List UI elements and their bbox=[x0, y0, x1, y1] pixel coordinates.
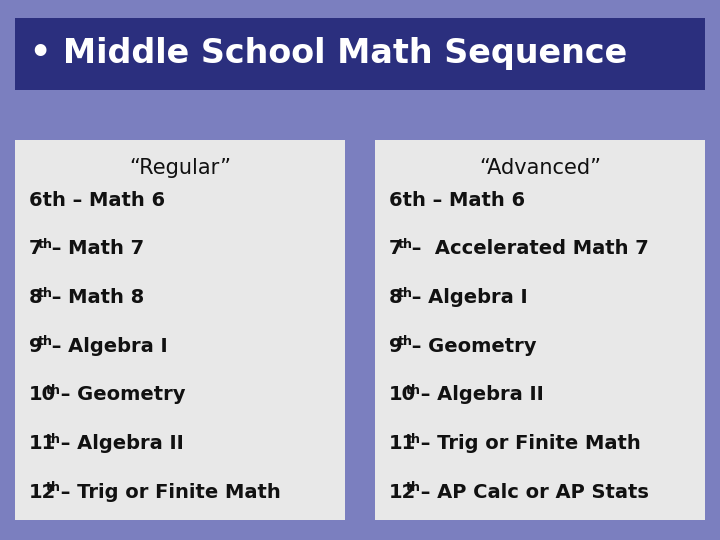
Text: – Trig or Finite Math: – Trig or Finite Math bbox=[53, 483, 280, 502]
Text: – Algebra II: – Algebra II bbox=[413, 385, 544, 404]
Text: 11: 11 bbox=[29, 434, 56, 453]
Text: th: th bbox=[37, 238, 53, 251]
Bar bbox=[375, 140, 705, 520]
Text: th: th bbox=[406, 384, 420, 397]
Text: – Algebra I: – Algebra I bbox=[405, 288, 528, 307]
Text: – Geometry: – Geometry bbox=[405, 336, 536, 355]
Text: th: th bbox=[46, 481, 60, 494]
Text: – Math 8: – Math 8 bbox=[45, 288, 145, 307]
Text: 10: 10 bbox=[389, 385, 416, 404]
Text: 6th – Math 6: 6th – Math 6 bbox=[389, 191, 525, 210]
Text: th: th bbox=[46, 433, 60, 446]
Text: th: th bbox=[37, 335, 53, 348]
Text: th: th bbox=[397, 287, 413, 300]
Text: 8: 8 bbox=[389, 288, 402, 307]
Text: – Algebra II: – Algebra II bbox=[53, 434, 184, 453]
Bar bbox=[15, 18, 705, 90]
Text: – Algebra I: – Algebra I bbox=[45, 336, 168, 355]
Text: th: th bbox=[397, 238, 413, 251]
Text: 12: 12 bbox=[389, 483, 416, 502]
Text: – AP Calc or AP Stats: – AP Calc or AP Stats bbox=[413, 483, 649, 502]
Text: • Middle School Math Sequence: • Middle School Math Sequence bbox=[30, 37, 627, 71]
Text: 6th – Math 6: 6th – Math 6 bbox=[29, 191, 165, 210]
Text: th: th bbox=[406, 481, 420, 494]
Text: 12: 12 bbox=[29, 483, 56, 502]
Text: 10: 10 bbox=[29, 385, 56, 404]
Text: – Geometry: – Geometry bbox=[53, 385, 185, 404]
Text: th: th bbox=[406, 433, 420, 446]
Text: “Regular”: “Regular” bbox=[129, 158, 231, 178]
Text: 11: 11 bbox=[389, 434, 416, 453]
Text: 8: 8 bbox=[29, 288, 42, 307]
Text: –  Accelerated Math 7: – Accelerated Math 7 bbox=[405, 239, 649, 258]
Text: th: th bbox=[37, 287, 53, 300]
Text: “Advanced”: “Advanced” bbox=[479, 158, 601, 178]
Text: th: th bbox=[46, 384, 60, 397]
Text: 9: 9 bbox=[29, 336, 42, 355]
Text: th: th bbox=[397, 335, 413, 348]
Text: 9: 9 bbox=[389, 336, 402, 355]
Text: 7: 7 bbox=[29, 239, 42, 258]
Bar bbox=[15, 140, 345, 520]
Text: 7: 7 bbox=[389, 239, 402, 258]
Text: – Trig or Finite Math: – Trig or Finite Math bbox=[413, 434, 640, 453]
Text: – Math 7: – Math 7 bbox=[45, 239, 144, 258]
